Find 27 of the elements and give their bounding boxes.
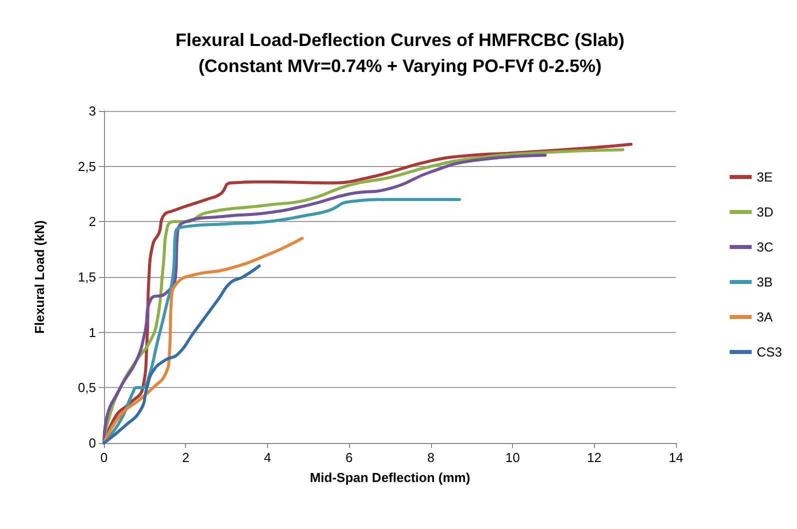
x-tick-label: 8	[427, 450, 434, 465]
y-tick-label: 0	[88, 436, 96, 450]
legend-label: 3B	[756, 274, 773, 290]
x-tick-label: 14	[668, 450, 684, 465]
x-tick-label: 6	[346, 450, 353, 465]
y-tick-label: 2	[88, 214, 96, 230]
x-axis-title: Mid-Span Deflection (mm)	[310, 470, 470, 485]
chart-title: Flexural Load-Deflection Curves of HMFRCBC (Slab) (Constant MVr=0.74% + Varying PO-FVf 0-2.5%)	[175, 30, 625, 76]
line-series	[102, 236, 304, 444]
line-series	[102, 264, 261, 444]
legend-label: 3C	[756, 240, 774, 254]
legend-label: 3E	[756, 170, 773, 184]
y-tick-label: 1	[88, 324, 96, 340]
x-tick-label: 4	[264, 450, 272, 465]
line-series	[102, 154, 547, 444]
y-tick-label: 0,5	[78, 380, 96, 396]
x-tick-label: 2	[182, 450, 190, 465]
x-tick-label: 10	[505, 450, 520, 465]
y-tick-label: 2,5	[78, 158, 96, 174]
x-tick-label: 0	[100, 450, 108, 465]
y-axis-title: Flexural Load (kN)	[32, 220, 47, 334]
x-tick-label: 12	[587, 450, 602, 465]
y-tick-label: 3	[88, 104, 96, 118]
legend-label: CS3	[756, 344, 782, 360]
y-tick-label: 1,5	[78, 270, 96, 284]
legend-label: 3D	[756, 204, 774, 220]
legend-label: 3A	[756, 310, 773, 324]
